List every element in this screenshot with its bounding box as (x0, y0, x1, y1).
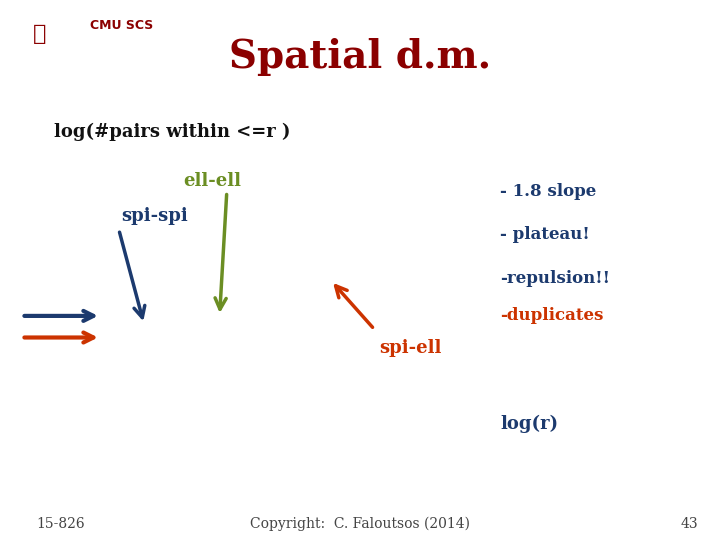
Text: -duplicates: -duplicates (500, 307, 604, 325)
Text: spi-spi: spi-spi (122, 207, 188, 225)
Text: 15-826: 15-826 (36, 517, 85, 531)
Text: 43: 43 (681, 517, 698, 531)
Text: - 1.8 slope: - 1.8 slope (500, 183, 597, 200)
Text: 🦅: 🦅 (33, 24, 46, 44)
Text: - plateau!: - plateau! (500, 226, 590, 244)
Text: log(#pairs within <=r ): log(#pairs within <=r ) (54, 123, 290, 141)
Text: Spatial d.m.: Spatial d.m. (229, 38, 491, 76)
Text: CMU SCS: CMU SCS (90, 19, 153, 32)
Text: ell-ell: ell-ell (184, 172, 241, 190)
Text: log(r): log(r) (500, 415, 559, 433)
Text: -repulsion!!: -repulsion!! (500, 269, 611, 287)
Text: spi-ell: spi-ell (379, 339, 441, 357)
Text: Copyright:  C. Faloutsos (2014): Copyright: C. Faloutsos (2014) (250, 517, 470, 531)
